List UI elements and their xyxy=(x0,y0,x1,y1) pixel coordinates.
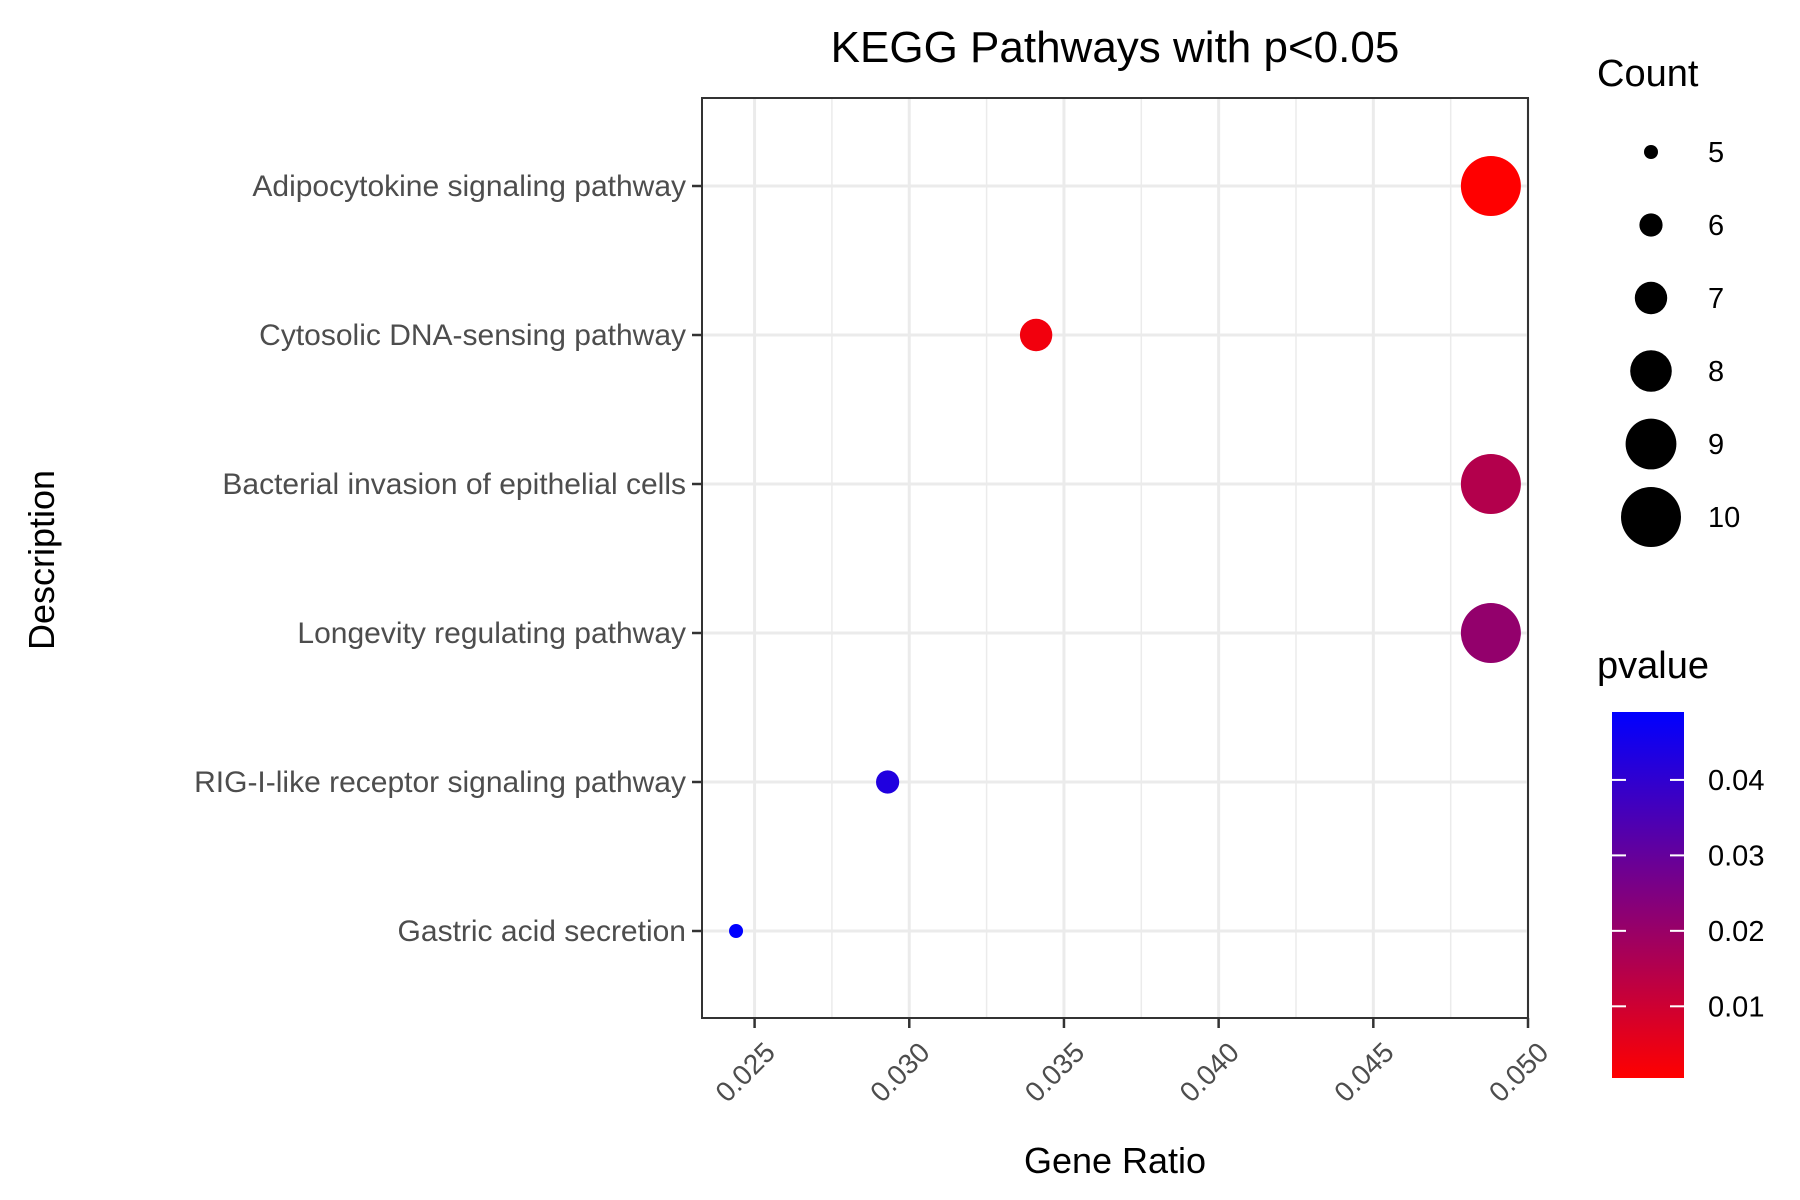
size-legend-label: 10 xyxy=(1708,502,1740,534)
size-legend-label: 9 xyxy=(1708,429,1724,461)
x-tick-label: 0.035 xyxy=(1019,1036,1090,1107)
color-legend-title: pvalue xyxy=(1597,645,1709,687)
color-legend-bar xyxy=(1612,712,1684,1078)
color-legend-label: 0.02 xyxy=(1708,916,1764,948)
size-legend-key xyxy=(1621,487,1681,547)
color-legend-label: 0.03 xyxy=(1708,840,1764,872)
data-point xyxy=(1019,318,1053,352)
x-tick-label: 0.040 xyxy=(1174,1036,1245,1107)
y-tick-label: Cytosolic DNA-sensing pathway xyxy=(259,319,686,352)
x-tick-label: 0.030 xyxy=(864,1036,935,1107)
data-point xyxy=(1460,603,1521,663)
size-legend-key xyxy=(1644,145,1658,159)
size-legend-key xyxy=(1634,281,1668,315)
size-legend-key xyxy=(1630,350,1672,392)
y-tick-label: RIG-I-like receptor signaling pathway xyxy=(194,766,686,799)
data-point xyxy=(729,924,744,938)
color-legend-label: 0.04 xyxy=(1708,765,1764,797)
color-legend: pvalue 0.04 0.03 0.02 0.01 xyxy=(1597,645,1764,1078)
x-tick-label: 0.045 xyxy=(1328,1036,1399,1107)
plot-area: Adipocytokine signaling pathway Cytosolic… xyxy=(194,97,1554,1108)
size-legend-title: Count xyxy=(1597,53,1699,95)
size-legend: Count 5 6 7 8 9 10 xyxy=(1597,53,1740,547)
x-tick-label: 0.025 xyxy=(710,1036,781,1107)
size-legend-label: 5 xyxy=(1708,137,1724,169)
size-legend-label: 8 xyxy=(1708,356,1724,388)
x-tick-label: 0.050 xyxy=(1483,1036,1554,1107)
color-legend-label: 0.01 xyxy=(1708,991,1764,1023)
y-tick-label: Bacterial invasion of epithelial cells xyxy=(222,468,686,501)
chart-title: KEGG Pathways with p<0.05 xyxy=(831,23,1400,72)
size-legend-key xyxy=(1639,213,1663,237)
data-point xyxy=(1460,454,1521,514)
size-legend-label: 6 xyxy=(1708,210,1724,242)
y-tick-label: Adipocytokine signaling pathway xyxy=(252,170,686,203)
data-point xyxy=(1460,156,1521,216)
x-axis-title: Gene Ratio xyxy=(1024,1140,1206,1181)
y-tick-label: Gastric acid secretion xyxy=(398,915,686,948)
y-axis-title: Description xyxy=(21,470,62,650)
panel-border xyxy=(701,97,1529,1019)
y-tick-label: Longevity regulating pathway xyxy=(297,617,686,650)
size-legend-key xyxy=(1625,418,1677,470)
data-point xyxy=(876,770,900,794)
size-legend-label: 7 xyxy=(1708,283,1724,315)
